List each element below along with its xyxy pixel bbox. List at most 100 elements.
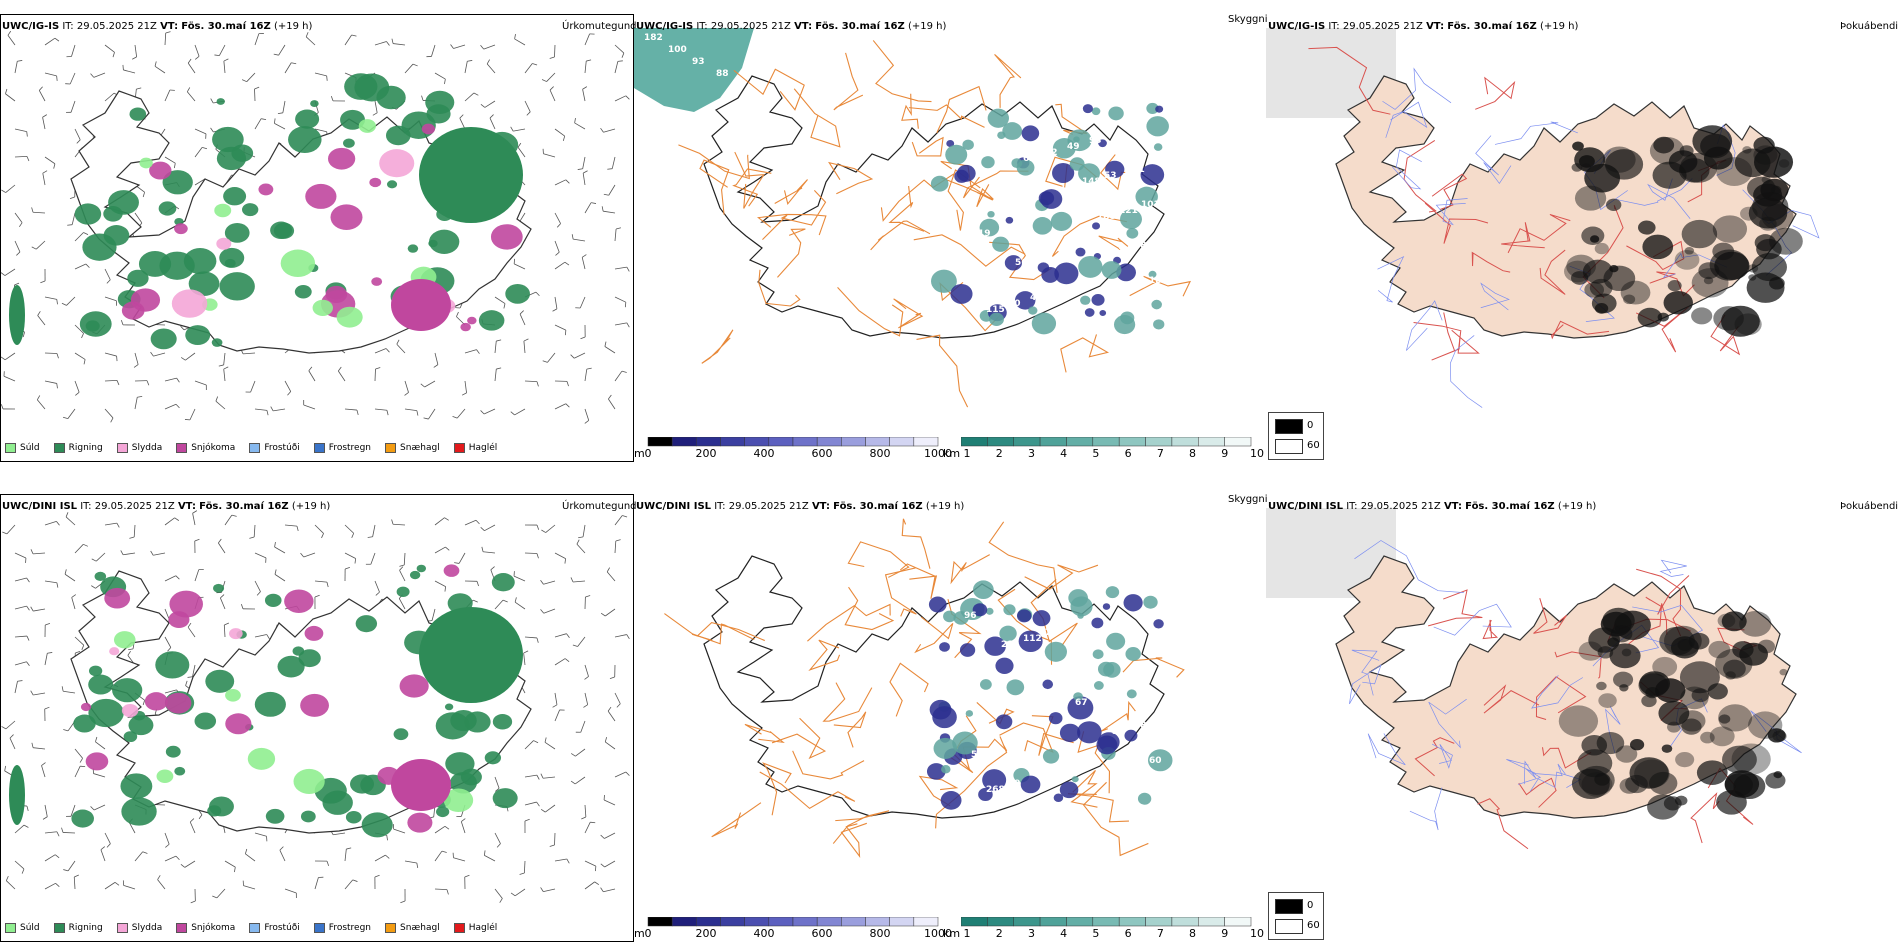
legend-swatch: [116, 443, 128, 453]
visibility-label: 93: [692, 57, 705, 67]
vt-label: VT:: [177, 501, 196, 512]
legend-swatch: [53, 443, 65, 453]
legend-swatch: [249, 923, 261, 933]
visibility-label: 21: [1001, 640, 1014, 650]
visibility-label: 115: [986, 305, 1005, 315]
cloudbase-tick: 800: [869, 447, 891, 460]
legend-label: Rigning: [68, 443, 103, 453]
visibility-ticks: 1 2 3 4 5 6 7 8 9 10: [963, 447, 1265, 461]
visibility-label: 61: [993, 264, 1006, 274]
cloud-header-bottom: UWC/DINI ISL IT: 29.05.2025 21Z VT: Fös.…: [636, 501, 964, 513]
vt-label: VT:: [1443, 501, 1462, 512]
it-label: IT:: [714, 501, 726, 512]
visibility-label: 101: [1126, 165, 1145, 175]
it-value: 29.05.2025 21Z: [76, 21, 157, 32]
legend-label: Snjókoma: [191, 923, 236, 933]
legend-label: Haglél: [468, 923, 498, 933]
lead-time: (+19 h): [925, 501, 965, 512]
visibility-label: 79: [1008, 779, 1021, 789]
precip-title-top: Úrkomutegund: [562, 21, 637, 32]
vt-label: VT:: [794, 21, 813, 32]
visibility-ticks: 1 2 3 4 5 6 7 8 9 10: [963, 927, 1265, 941]
fog-panel-bottom: [1266, 508, 1900, 944]
lead-time: (+19 h): [1539, 21, 1579, 32]
vt-label: VT:: [160, 21, 179, 32]
visibility-label: 79: [971, 270, 984, 280]
model-name: UWC/IG-IS: [636, 21, 694, 32]
visibility-tick: 1: [963, 447, 971, 460]
cloudbase-tick: 600: [811, 447, 833, 460]
fog-legend-bottom: 0 60: [1268, 892, 1324, 940]
legend-item: Rigning: [53, 443, 103, 453]
legend-swatch: [176, 443, 188, 453]
visibility-label: 19: [1060, 183, 1073, 193]
visibility-tick: 9: [1221, 927, 1229, 940]
cloudbase-colorbar-top: m 0 200 400 600 800 1000: [634, 437, 952, 461]
precip-panel-bottom: Súld Rigning Slydda Snjókoma Frostúði Frostre…: [0, 494, 634, 942]
visibility-label: 53: [1104, 171, 1117, 181]
fog-label-0: 0: [1307, 900, 1314, 911]
visibility-label: 51: [1112, 727, 1125, 737]
visibility-label: 60: [1149, 756, 1162, 766]
visibility-label: 184: [1097, 692, 1116, 702]
legend-swatch: [5, 443, 16, 453]
visibility-label: 112: [1023, 634, 1042, 644]
legend-swatch: [313, 923, 325, 933]
visibility-label: 268: [986, 785, 1005, 795]
legend-swatch: [5, 923, 16, 933]
cloudbase-unit: m: [634, 927, 645, 940]
cloud-header-top: UWC/IG-IS IT: 29.05.2025 21Z VT: Fös. 30…: [636, 21, 946, 33]
model-name: UWC/IG-IS: [1268, 21, 1326, 32]
precip-legend-top: Súld Rigning Slydda Snjókoma Frostúði Frostre…: [5, 443, 497, 453]
lead-time: (+19 h): [273, 21, 313, 32]
visibility-label: 30: [1052, 287, 1065, 297]
cloud-panel-top: 182 100 93 88 133 186 115 62 19 188 28 79 70 92 148 121…: [634, 28, 1264, 464]
visibility-tick: 2: [995, 447, 1003, 460]
fog-swatch-0: [1275, 419, 1303, 434]
legend-label: Haglél: [468, 443, 498, 453]
visibility-tick: 1: [963, 927, 971, 940]
legend-swatch: [249, 443, 261, 453]
vt-label: VT:: [1426, 21, 1445, 32]
visibility-colorbar-bottom: km 1 2 3 4 5 6 7 8 9 10: [943, 917, 1265, 941]
legend-item: Slydda: [116, 923, 162, 933]
visibility-tick: 8: [1189, 447, 1197, 460]
fog-title-top: Þokuábendi: [1840, 21, 1899, 32]
visibility-tick: 10: [1250, 447, 1264, 460]
vt-value: Fös. 30.maí 16Z: [1447, 21, 1537, 32]
legend-item: Snjókoma: [176, 923, 235, 933]
legend-item: Slydda: [116, 443, 163, 453]
model-name: UWC/DINI ISL: [1268, 501, 1344, 512]
legend-swatch: [385, 443, 397, 453]
visibility-label: 88: [1134, 721, 1147, 731]
vt-value: Fös. 30.maí 16Z: [1465, 501, 1555, 512]
legend-label: Frostregn: [328, 923, 372, 933]
fog-header-bottom: UWC/DINI ISL IT: 29.05.2025 21Z VT: Fös.…: [1268, 501, 1596, 513]
legend-swatch: [453, 443, 465, 453]
precip-header-top: UWC/IG-IS IT: 29.05.2025 21Z VT: Fös. 30…: [2, 21, 312, 33]
fog-label-60: 60: [1307, 920, 1320, 931]
legend-label: Slydda: [131, 443, 163, 453]
legend-label: Frostregn: [328, 443, 372, 453]
visibility-label: 14: [1082, 657, 1095, 667]
legend-label: Rigning: [68, 923, 103, 933]
visibility-tick: 6: [1124, 447, 1132, 460]
vt-value: Fös. 30.maí 16Z: [833, 501, 923, 512]
visibility-tick: 7: [1156, 927, 1164, 940]
it-value: 29.05.2025 21Z: [728, 501, 809, 512]
cloudbase-tick: 400: [753, 927, 775, 940]
legend-swatch: [313, 443, 325, 453]
legend-item: Haglél: [453, 443, 498, 453]
legend-item: Snæhagl: [385, 443, 440, 453]
cloud-title-top: Skyggni: [1228, 14, 1268, 25]
visibility-bar-graphic: [961, 437, 1252, 447]
fog-map-bottom: [1266, 508, 1802, 850]
vt-value: Fös. 30.maí 16Z: [181, 21, 271, 32]
cloud-map-top: 182 100 93 88 133 186 115 62 19 188 28 79 70 92 148 121…: [634, 28, 1192, 408]
fog-label-60: 60: [1307, 440, 1320, 451]
precip-panel-top: Súld Rigning Slydda Snjókoma Frostúði Frostre…: [0, 14, 634, 462]
visibility-tick: 8: [1189, 927, 1197, 940]
fog-swatch-0: [1275, 899, 1303, 914]
legend-swatch: [453, 923, 465, 933]
it-label: IT:: [1328, 21, 1340, 32]
